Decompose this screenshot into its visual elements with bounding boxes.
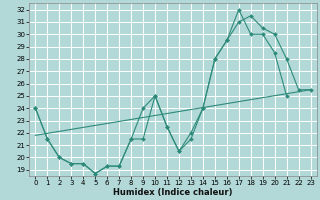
X-axis label: Humidex (Indice chaleur): Humidex (Indice chaleur) bbox=[113, 188, 233, 197]
